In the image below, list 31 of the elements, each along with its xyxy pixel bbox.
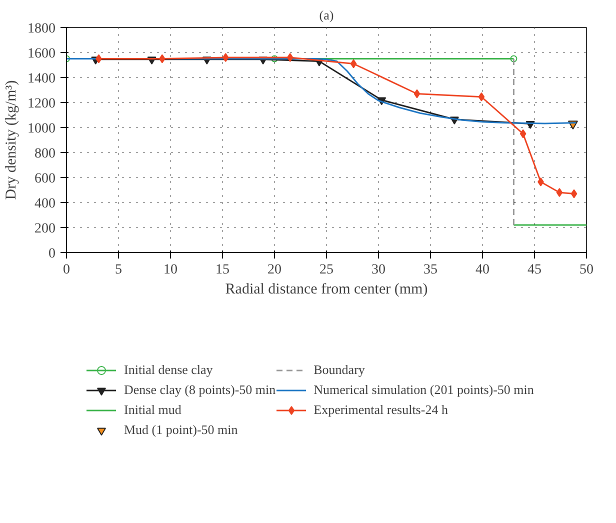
y-tick-label: 1200 bbox=[28, 96, 56, 112]
x-tick-label: 5 bbox=[115, 262, 122, 278]
x-tick-label: 25 bbox=[320, 262, 334, 278]
y-tick-label: 1000 bbox=[28, 122, 56, 136]
y-tick-label: 400 bbox=[34, 196, 56, 212]
y-tick-label: 1400 bbox=[28, 72, 56, 86]
y-tick-label: 200 bbox=[34, 222, 56, 236]
legend-label: Experimental results-24 h bbox=[314, 402, 448, 418]
x-tick-label: 30 bbox=[372, 262, 386, 278]
chart-title: (a) bbox=[319, 8, 334, 22]
x-tick-label: 20 bbox=[268, 262, 282, 278]
legend-label: Mud (1 point)-50 min bbox=[124, 422, 238, 438]
x-tick-label: 50 bbox=[580, 262, 594, 278]
x-tick-label: 10 bbox=[164, 262, 178, 278]
y-axis-title: Dry density (kg/m³) bbox=[4, 80, 20, 200]
legend-label: Numerical simulation (201 points)-50 min bbox=[314, 382, 534, 398]
y-tick-label: 600 bbox=[34, 172, 56, 186]
legend-label: Dense clay (8 points)-50 min bbox=[124, 382, 276, 398]
y-tick-label: 800 bbox=[34, 146, 56, 162]
y-tick-label: 1600 bbox=[28, 46, 56, 62]
x-axis-title: Radial distance from center (mm) bbox=[225, 282, 428, 298]
legend-label: Boundary bbox=[314, 362, 365, 378]
y-tick-label: 1800 bbox=[28, 22, 56, 36]
legend-label: Initial mud bbox=[124, 402, 182, 418]
x-tick-label: 35 bbox=[424, 262, 438, 278]
x-tick-label: 45 bbox=[528, 262, 542, 278]
y-tick-label: 0 bbox=[48, 246, 56, 262]
legend-label: Initial dense clay bbox=[124, 362, 213, 378]
x-tick-label: 15 bbox=[216, 262, 230, 278]
x-tick-label: 40 bbox=[476, 262, 490, 278]
x-tick-label: 0 bbox=[63, 262, 70, 278]
